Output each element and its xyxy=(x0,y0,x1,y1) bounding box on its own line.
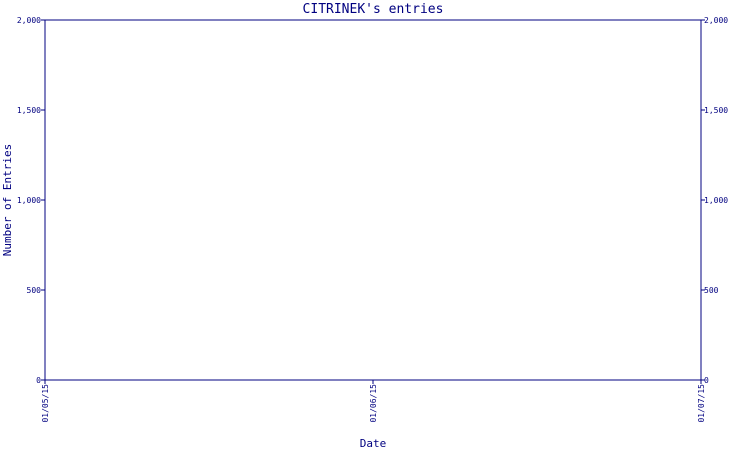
y-tick-label-right: 0 xyxy=(704,376,709,385)
y-tick-label-left: 1,000 xyxy=(17,196,41,205)
y-axis-label: Number of Entries xyxy=(1,144,14,257)
x-tick-label: 01/07/15 xyxy=(697,384,706,423)
x-tick-label: 01/06/15 xyxy=(369,384,378,423)
x-axis: 01/05/15 01/06/15 01/07/15 xyxy=(41,380,706,423)
y-axis-right: 0 500 1,000 1,500 2,000 xyxy=(701,16,728,385)
y-tick-label-right: 2,000 xyxy=(704,16,728,25)
y-tick-label-right: 500 xyxy=(704,286,719,295)
chart-title: CITRINEK's entries xyxy=(303,2,444,17)
y-tick-label-left: 1,500 xyxy=(17,106,41,115)
y-tick-label-left: 500 xyxy=(27,286,42,295)
y-tick-label-left: 2,000 xyxy=(17,16,41,25)
plot-area-frame xyxy=(44,19,702,381)
y-tick-label-left: 0 xyxy=(36,376,41,385)
x-tick-label: 01/05/15 xyxy=(41,384,50,423)
x-axis-label: Date xyxy=(360,437,387,450)
y-tick-label-right: 1,000 xyxy=(704,196,728,205)
y-tick-label-right: 1,500 xyxy=(704,106,728,115)
y-axis-left: 0 500 1,000 1,500 2,000 xyxy=(17,16,45,385)
